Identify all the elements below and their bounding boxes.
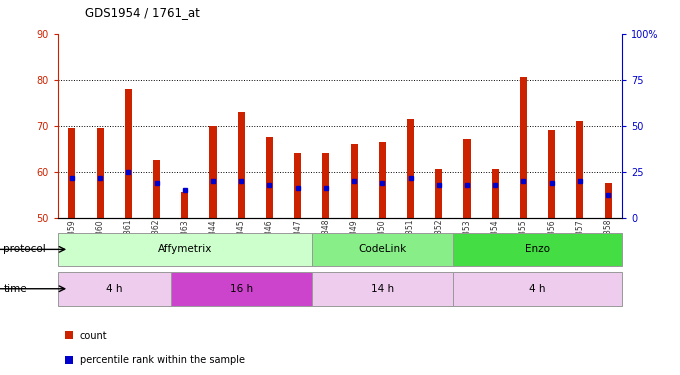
Bar xyxy=(209,126,216,218)
Text: 4 h: 4 h xyxy=(529,284,546,294)
Bar xyxy=(435,169,442,217)
Text: time: time xyxy=(3,284,27,294)
Text: protocol: protocol xyxy=(3,244,46,254)
Bar xyxy=(464,140,471,218)
Text: 14 h: 14 h xyxy=(371,284,394,294)
Text: count: count xyxy=(80,331,107,340)
Bar xyxy=(69,128,75,218)
Bar xyxy=(182,192,188,217)
Bar xyxy=(322,153,329,218)
Bar xyxy=(453,272,622,306)
Text: Enzo: Enzo xyxy=(525,244,550,254)
Text: percentile rank within the sample: percentile rank within the sample xyxy=(80,355,245,365)
Bar xyxy=(294,153,301,218)
Bar xyxy=(453,232,622,266)
Bar xyxy=(520,77,527,218)
Text: 4 h: 4 h xyxy=(106,284,122,294)
Bar xyxy=(266,137,273,218)
Bar xyxy=(238,112,245,218)
Bar xyxy=(97,128,103,218)
Bar xyxy=(58,232,311,266)
Bar xyxy=(492,169,498,217)
Bar xyxy=(548,130,555,218)
Bar xyxy=(311,272,453,306)
Text: CodeLink: CodeLink xyxy=(358,244,407,254)
Bar xyxy=(379,142,386,218)
Text: 16 h: 16 h xyxy=(230,284,253,294)
Bar xyxy=(605,183,611,218)
Bar xyxy=(351,144,358,218)
Text: GDS1954 / 1761_at: GDS1954 / 1761_at xyxy=(85,6,200,19)
Bar xyxy=(311,232,453,266)
Text: Affymetrix: Affymetrix xyxy=(158,244,212,254)
Bar xyxy=(577,121,583,218)
Bar xyxy=(171,272,312,306)
Bar xyxy=(153,160,160,218)
Bar xyxy=(58,272,171,306)
Bar xyxy=(125,89,132,218)
Bar xyxy=(407,119,414,218)
